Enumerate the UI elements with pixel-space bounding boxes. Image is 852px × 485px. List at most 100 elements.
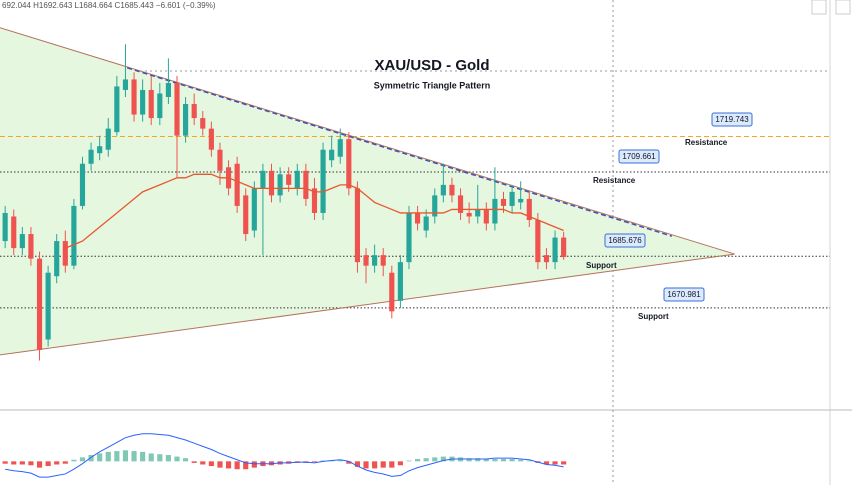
candle-body [71,205,77,266]
candle-body [475,209,481,217]
macd-bar [45,461,51,467]
macd-bar [543,461,550,465]
candle-body [518,198,524,203]
candle-body [88,149,94,164]
macd-bar [397,461,403,466]
candle-body [122,79,129,90]
macd-bar [552,461,558,465]
candle-body [363,255,369,266]
candle-body [157,93,163,119]
candle-body [165,82,171,97]
candle-body [500,198,507,206]
chart-title: XAU/USD - Gold [375,57,490,74]
candle-body [234,163,240,206]
candle-body [36,258,43,351]
macd-bar [363,461,369,469]
annotation-value: 1709.661 [622,152,656,161]
candle-body [432,195,438,217]
candle-body [457,195,464,213]
macd-bar [114,451,120,462]
annotation-label: Resistance [593,176,636,185]
moving-average [65,173,564,249]
macd-bar [500,458,507,462]
macd-bar [11,461,17,465]
candle-body [79,163,86,206]
macd-bar [423,458,429,462]
trendline [0,27,735,255]
candle-body [200,118,206,129]
triangle-fill [0,27,735,355]
plot-area: 1719.743 Resistance 1709.661 Resistance 1685… [0,27,830,478]
macd-bar [475,458,481,462]
macd-bar [234,461,240,470]
candle-body [260,170,266,189]
candle-body [303,170,309,199]
candle-body [449,184,455,196]
macd-bar [466,458,472,462]
menu-button[interactable] [835,0,851,15]
candle-body [535,219,541,263]
macd-bar [415,458,421,462]
ohlc-header: 692.044 H1692.643 L1684.664 C1685.443 −6… [2,1,216,10]
macd-bar [79,457,86,462]
macd-bar [165,455,171,462]
macd-bar [346,461,352,464]
annotation-value: 1719.743 [715,115,749,124]
macd-bar [28,461,34,466]
candle-body [406,212,412,263]
candle-body [45,272,51,340]
candle-body [191,104,197,119]
annotation-box [663,287,705,302]
candle-body [19,234,25,249]
macd-bar [71,459,77,462]
macd-bar [492,458,498,462]
macd-bar [131,451,137,462]
annotation-value: 1670.981 [667,290,701,299]
candle-body [440,184,446,196]
annotation-box [618,149,660,164]
annotation-box [604,233,646,248]
candle-body [492,198,498,224]
macd-bar [88,455,94,462]
chart-subtitle: Symmetric Triangle Pattern [374,80,491,90]
macd-bar [208,461,214,467]
candle-body [183,104,189,136]
macd-bar [54,461,60,465]
annotation-box [711,112,753,127]
macd-bar [354,461,361,467]
annotation-label: Support [638,312,669,321]
macd-bar [225,461,232,469]
candle-body [11,216,17,249]
macd-bar [518,459,524,462]
candle-body [294,170,300,189]
macd-bar [380,461,386,468]
macd-bar [105,451,111,462]
candle-body [277,174,283,196]
candle-body [466,212,472,217]
candle-body [372,255,378,266]
candle-body [2,212,8,242]
candle-body [208,128,214,150]
scroll-button[interactable] [811,0,827,15]
macd-bar [337,460,343,462]
candle-body [552,237,558,263]
macd-bar [251,461,257,468]
macd-bar [526,460,532,462]
candle-body [526,198,532,220]
candle-body [346,139,352,189]
macd-bar [561,461,567,465]
macd-bar [432,457,438,462]
annotation-value: 1685.676 [608,236,642,245]
macd-bar [157,454,163,462]
candle-body [483,209,489,224]
macd-bar [389,461,395,468]
candle-body [311,188,318,213]
annotation-label: Support [586,261,617,270]
candle-body [97,146,103,154]
macd-bar [243,461,249,470]
macd-bar [217,461,223,468]
macd-bar [19,461,25,465]
candle-body [131,79,137,115]
candle-body [251,188,257,231]
